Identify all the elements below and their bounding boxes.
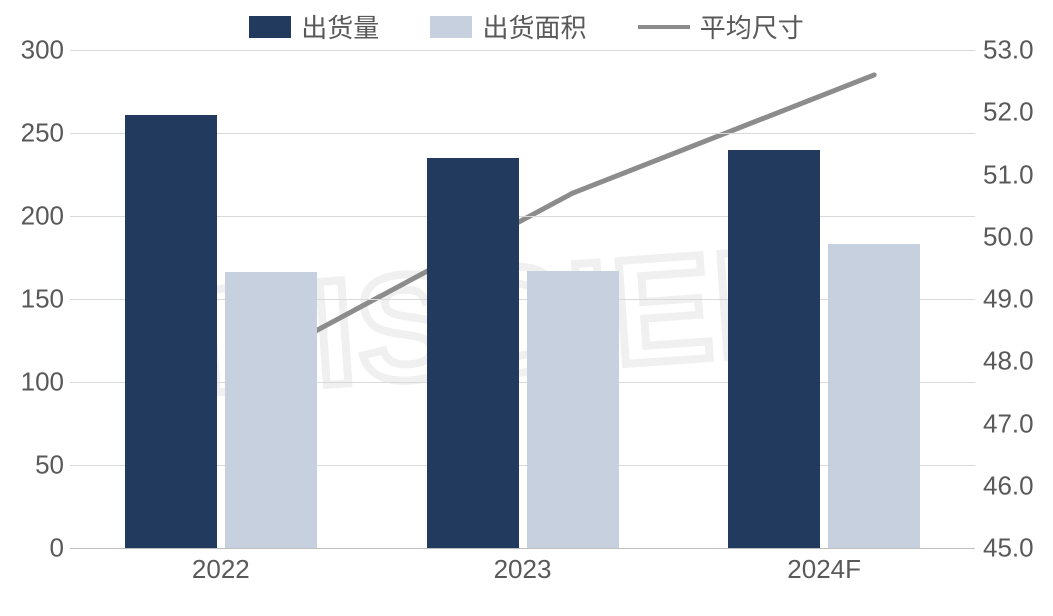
- right-axis-tick: 49.0: [983, 284, 1053, 315]
- right-axis-tick: 45.0: [983, 533, 1053, 564]
- legend-item-shipment-area: 出货面积: [430, 8, 586, 45]
- right-axis-tick: 47.0: [983, 408, 1053, 439]
- left-axis-tick: 200: [0, 201, 64, 232]
- bar-shipment-area: [828, 244, 920, 548]
- right-axis-tick: 53.0: [983, 35, 1053, 66]
- bar-shipment-qty: [427, 158, 519, 548]
- left-axis-tick: 50: [0, 450, 64, 481]
- category-label: 2024F: [787, 554, 861, 616]
- legend-swatch-shipment-qty: [249, 16, 291, 38]
- chart-container: 出货量 出货面积 平均尺寸 DISCIEN 050100150200250300…: [0, 0, 1053, 616]
- right-axis-tick: 46.0: [983, 470, 1053, 501]
- legend-label-shipment-qty: 出货量: [301, 8, 379, 45]
- left-axis-tick: 100: [0, 367, 64, 398]
- bar-shipment-area: [527, 271, 619, 548]
- plot-area: [70, 50, 975, 549]
- legend-line-avg-size: [638, 25, 690, 29]
- left-axis-tick: 300: [0, 35, 64, 66]
- right-axis-tick: 51.0: [983, 159, 1053, 190]
- legend-item-avg-size: 平均尺寸: [638, 8, 804, 45]
- grid-line: [70, 50, 975, 51]
- bar-shipment-area: [225, 272, 317, 548]
- right-axis-tick: 50.0: [983, 221, 1053, 252]
- bar-shipment-qty: [125, 115, 217, 548]
- right-axis-tick: 48.0: [983, 346, 1053, 377]
- legend-label-avg-size: 平均尺寸: [700, 8, 804, 45]
- left-axis-tick: 250: [0, 118, 64, 149]
- bar-shipment-qty: [728, 150, 820, 548]
- right-axis-tick: 52.0: [983, 97, 1053, 128]
- category-label: 2022: [192, 554, 250, 616]
- left-axis-tick: 0: [0, 533, 64, 564]
- category-label: 2023: [494, 554, 552, 616]
- legend: 出货量 出货面积 平均尺寸: [0, 8, 1053, 45]
- left-axis-tick: 150: [0, 284, 64, 315]
- legend-item-shipment-qty: 出货量: [249, 8, 379, 45]
- legend-label-shipment-area: 出货面积: [482, 8, 586, 45]
- legend-swatch-shipment-area: [430, 16, 472, 38]
